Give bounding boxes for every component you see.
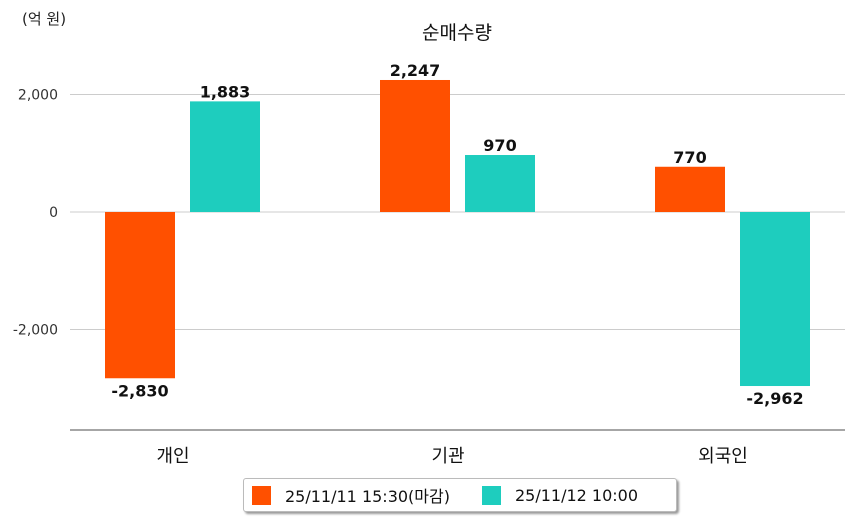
unit-label: (억 원) bbox=[22, 10, 67, 28]
data-label: -2,830 bbox=[111, 381, 168, 400]
y-tick-label: -2,000 bbox=[13, 323, 58, 339]
data-label: -2,962 bbox=[746, 389, 803, 408]
data-label: 770 bbox=[673, 148, 706, 167]
legend-swatch-0 bbox=[252, 485, 271, 505]
y-tick-label: 0 bbox=[49, 205, 58, 221]
legend-item-0[interactable]: 25/11/11 15:30(마감) bbox=[252, 483, 450, 507]
bar bbox=[105, 212, 175, 379]
data-label: 2,247 bbox=[390, 61, 441, 80]
bar bbox=[190, 101, 260, 212]
data-label: 970 bbox=[483, 136, 516, 155]
y-tick-label: 2,000 bbox=[18, 88, 58, 104]
bar-chart: 2,000 0 -2,000 개인 -2,830 1,883 기관 2,247 970 외국인 77… bbox=[13, 61, 845, 467]
legend-item-1[interactable]: 25/11/12 10:00 bbox=[481, 485, 639, 505]
bar bbox=[740, 212, 810, 387]
legend: 25/11/11 15:30(마감) 25/11/12 10:00 bbox=[243, 478, 677, 512]
legend-swatch-1 bbox=[481, 485, 501, 505]
x-tick-label: 기관 bbox=[431, 446, 464, 467]
x-tick-label: 외국인 bbox=[698, 446, 748, 467]
legend-label-1: 25/11/12 10:00 bbox=[514, 485, 639, 505]
data-label: 1,883 bbox=[200, 82, 251, 101]
chart-title: 순매수량 bbox=[422, 22, 492, 44]
legend-label-0: 25/11/11 15:30(마감) bbox=[285, 487, 450, 506]
bar bbox=[655, 166, 725, 212]
bar bbox=[465, 155, 535, 212]
bar bbox=[380, 79, 450, 213]
x-tick-label: 개인 bbox=[156, 446, 189, 467]
